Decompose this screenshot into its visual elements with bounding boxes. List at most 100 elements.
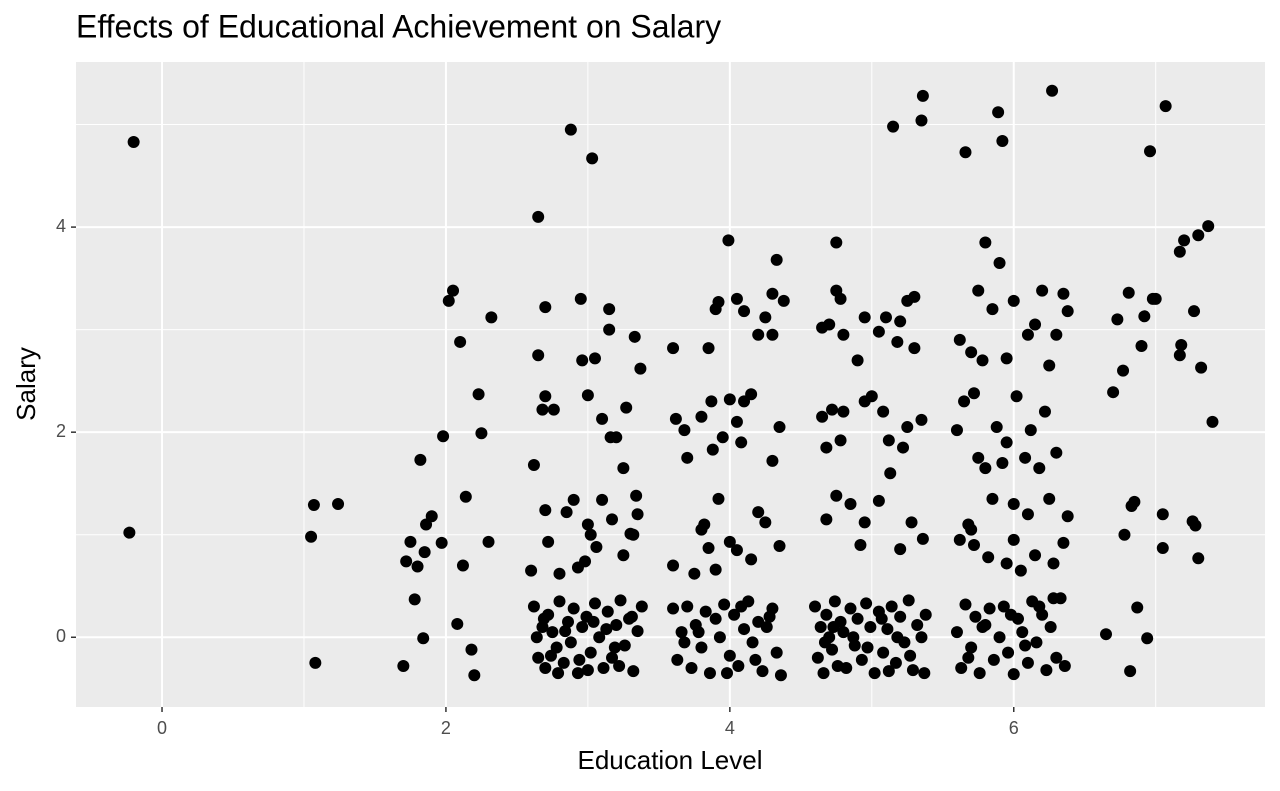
data-point [527,458,540,471]
data-point [854,538,867,551]
data-point [1047,592,1060,605]
x-axis-label: Education Level [577,745,762,775]
data-point [546,626,559,639]
data-point [590,541,603,554]
data-point [875,612,888,625]
data-point [1206,415,1219,428]
data-point [826,403,839,416]
data-point [887,120,900,133]
data-point [897,441,910,454]
data-point [631,508,644,521]
data-point [454,335,467,348]
data-point [305,530,318,543]
data-point [567,602,580,615]
data-point [763,610,776,623]
data-point [560,506,573,519]
data-point [1014,564,1027,577]
data-point [1117,364,1130,377]
data-point [596,493,609,506]
data-point [915,413,928,426]
data-point [617,462,630,475]
y-tick-label: 2 [56,421,66,441]
data-point [576,621,589,634]
data-point [773,421,786,434]
data-point [827,621,840,634]
data-point [713,631,726,644]
data-point [564,123,577,136]
data-point [688,567,701,580]
data-point [972,451,985,464]
data-point [972,284,985,297]
data-point [539,662,552,675]
data-point [993,256,1006,269]
data-point [730,544,743,557]
data-point [1000,436,1013,449]
data-point [718,598,731,611]
data-point [1111,313,1124,326]
data-point [809,600,822,613]
data-point [752,506,765,519]
data-point [904,649,917,662]
data-point [667,559,680,572]
data-point [472,388,485,401]
data-point [475,427,488,440]
data-point [562,615,575,628]
data-point [881,623,894,636]
data-point [894,543,907,556]
data-point [766,287,779,300]
data-point [1007,497,1020,510]
data-point [840,662,853,675]
data-point [425,510,438,523]
x-tick-label: 2 [441,718,451,738]
data-point [766,328,779,341]
data-point [536,403,549,416]
data-point [1000,352,1013,365]
data-point [720,667,733,680]
data-point [1029,318,1042,331]
data-point [702,342,715,355]
data-point [581,389,594,402]
data-point [1107,386,1120,399]
data-point [553,595,566,608]
data-point [606,651,619,664]
data-point [1019,451,1032,464]
data-point [1146,292,1159,305]
data-point [953,333,966,346]
data-point [332,497,345,510]
data-point [884,467,897,480]
data-point [703,667,716,680]
data-point [1007,668,1020,681]
data-point [1033,462,1046,475]
data-point [397,659,410,672]
data-point [537,612,550,625]
data-point [722,234,735,247]
data-point [408,593,421,606]
data-point [818,636,831,649]
data-point [955,662,968,675]
data-point [564,636,577,649]
data-point [681,451,694,464]
data-point [596,412,609,425]
data-point [1040,664,1053,677]
data-point [844,602,857,615]
data-point [435,536,448,549]
data-point [1007,533,1020,546]
data-point [877,646,890,659]
data-point [1122,286,1135,299]
data-point [770,253,783,266]
data-point [855,653,868,666]
data-point [675,626,688,639]
data-point [559,625,572,638]
data-point [738,305,751,318]
data-point [634,362,647,375]
data-point [669,412,682,425]
data-point [447,284,460,297]
data-point [614,594,627,607]
data-point [858,395,871,408]
data-point [1050,446,1063,459]
data-point [882,434,895,447]
data-point [581,664,594,677]
data-point [532,651,545,664]
data-point [709,303,722,316]
data-point [601,605,614,618]
